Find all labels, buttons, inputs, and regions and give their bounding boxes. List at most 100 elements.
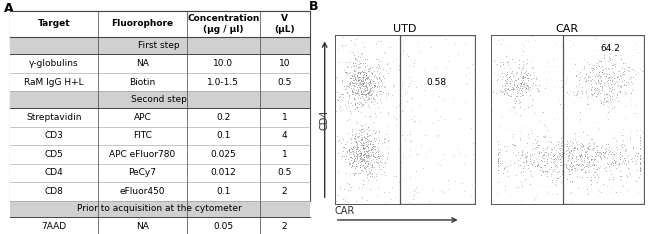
Point (358, 92, 369, 95)
Point (419, 68, 429, 72)
Point (502, 63, 513, 67)
Point (352, 87, 363, 91)
Point (348, 159, 359, 163)
Point (358, 137, 368, 141)
Point (489, 70, 500, 73)
Point (352, 142, 362, 146)
Point (402, 99, 412, 102)
Point (387, 93, 397, 97)
Point (507, 69, 517, 73)
Point (337, 92, 348, 95)
Point (413, 120, 424, 123)
Point (356, 141, 367, 145)
Point (460, 100, 471, 104)
Point (365, 142, 375, 146)
Point (526, 77, 536, 81)
Point (337, 154, 347, 157)
Point (367, 71, 377, 75)
Point (632, 154, 642, 157)
Point (362, 131, 372, 135)
Point (581, 89, 592, 93)
Point (582, 94, 593, 98)
Point (378, 67, 388, 71)
Point (573, 163, 583, 167)
Point (626, 91, 636, 95)
Point (368, 128, 378, 132)
Point (357, 195, 367, 199)
Point (602, 156, 612, 160)
Point (346, 161, 357, 165)
Point (586, 82, 596, 86)
Point (635, 162, 645, 165)
Point (599, 66, 610, 70)
Point (497, 160, 507, 163)
Point (573, 82, 584, 86)
Point (349, 81, 359, 85)
Point (570, 137, 580, 141)
Point (593, 74, 604, 78)
Point (402, 84, 413, 88)
Point (603, 148, 613, 152)
Point (629, 68, 640, 72)
Text: 4: 4 (281, 131, 287, 140)
Point (408, 189, 419, 193)
Point (363, 91, 374, 94)
Point (549, 57, 560, 61)
Point (391, 105, 401, 109)
Point (352, 146, 362, 149)
Point (374, 60, 385, 63)
Point (365, 88, 375, 92)
Point (361, 92, 371, 96)
Point (367, 174, 378, 178)
Point (359, 164, 370, 168)
Point (500, 81, 511, 84)
Point (630, 41, 641, 45)
Point (634, 67, 645, 71)
Point (461, 83, 471, 86)
Point (339, 197, 350, 200)
Point (374, 76, 384, 80)
Point (410, 119, 421, 123)
Point (333, 95, 344, 99)
Point (348, 83, 358, 87)
Point (511, 71, 521, 75)
Point (464, 71, 474, 75)
Point (363, 125, 374, 129)
Point (393, 147, 403, 151)
Point (495, 75, 505, 79)
Point (556, 141, 566, 145)
Point (437, 190, 448, 194)
Point (562, 158, 573, 161)
Point (340, 43, 350, 47)
Text: 1: 1 (281, 113, 287, 122)
Point (574, 162, 584, 166)
Point (495, 43, 506, 46)
Point (427, 189, 437, 192)
Point (366, 81, 376, 85)
Point (605, 76, 616, 79)
Point (363, 164, 373, 167)
Point (621, 154, 632, 157)
Point (341, 71, 351, 75)
Point (507, 134, 517, 137)
Point (564, 154, 574, 158)
Point (346, 76, 356, 80)
Point (551, 163, 561, 166)
Point (598, 182, 608, 186)
Point (468, 152, 478, 156)
Point (541, 170, 552, 174)
Point (439, 117, 450, 121)
Point (486, 169, 496, 173)
Point (527, 174, 538, 178)
Point (518, 84, 528, 88)
Point (372, 85, 382, 89)
Point (577, 149, 587, 152)
Point (512, 152, 523, 156)
Point (360, 122, 370, 126)
Point (486, 114, 496, 117)
Point (360, 76, 370, 79)
Point (562, 116, 573, 120)
Point (569, 37, 579, 40)
Point (352, 71, 363, 75)
Point (608, 71, 619, 75)
